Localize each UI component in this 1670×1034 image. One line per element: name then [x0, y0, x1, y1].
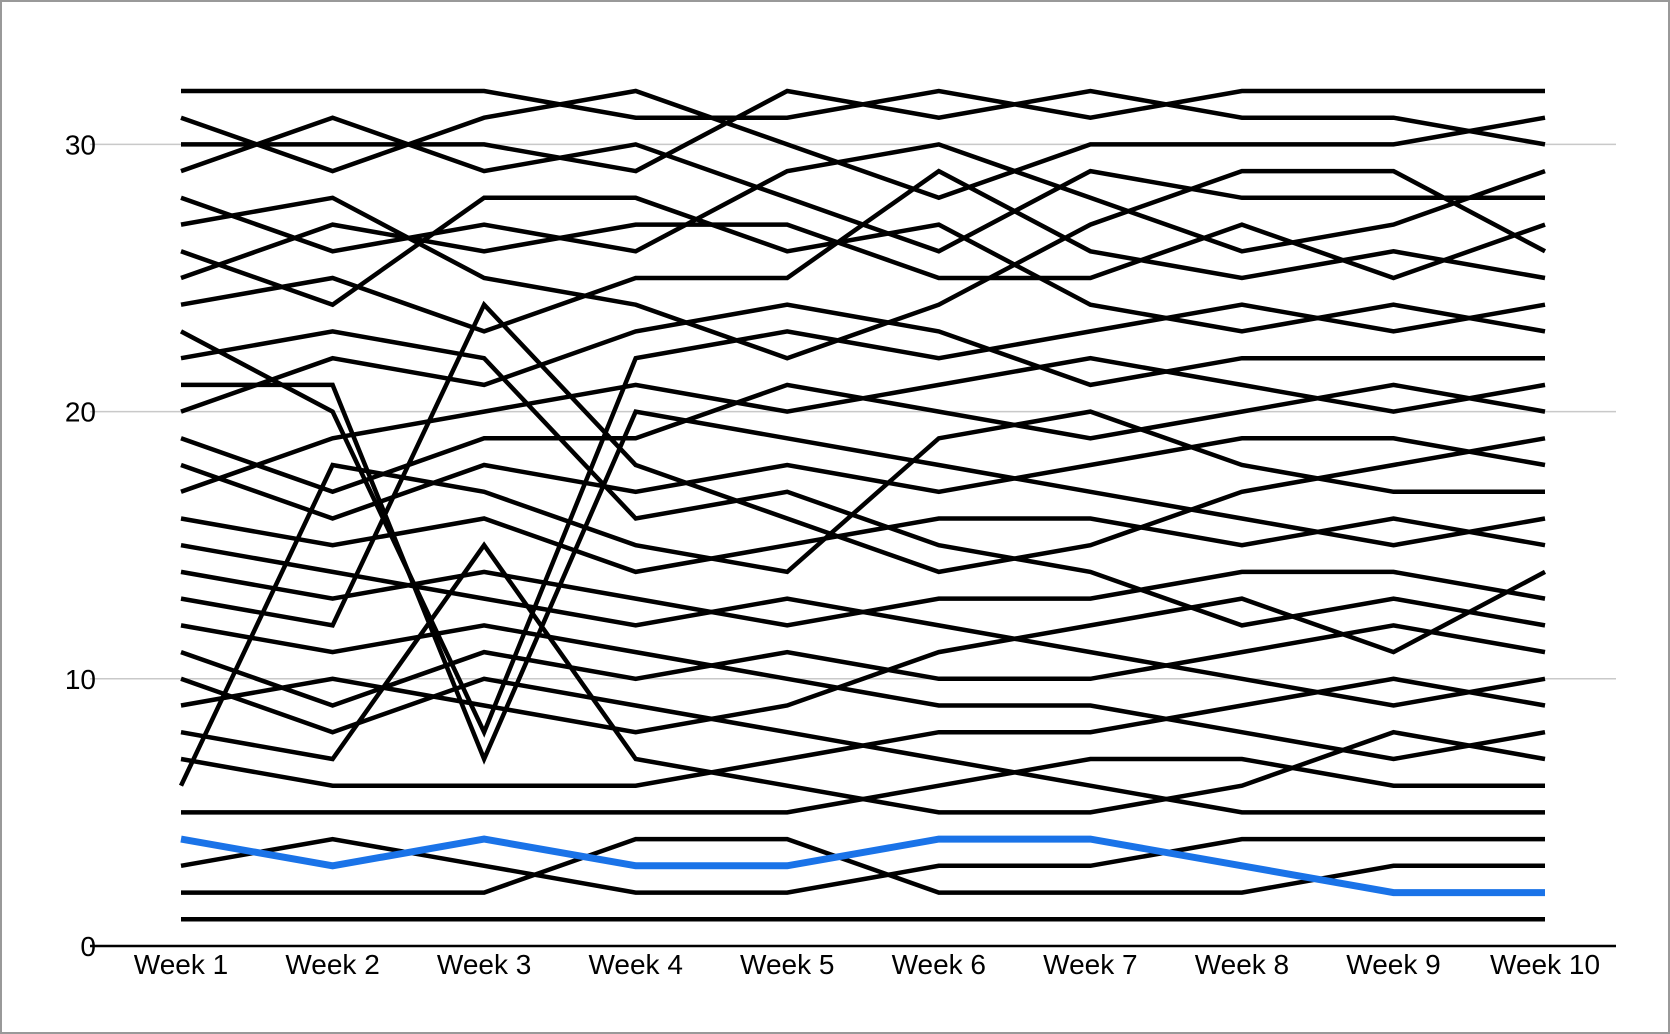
series-line-s17	[180, 516, 1546, 575]
x-tick-label-week-1: Week 1	[134, 949, 228, 980]
highlighted-series-line-s29	[180, 835, 1545, 897]
series-line-s8	[180, 222, 1546, 281]
series-line-s20	[180, 300, 1546, 628]
x-tick-label-week-4: Week 4	[588, 949, 682, 980]
y-tick-label-0: 0	[80, 931, 96, 962]
series-line-s13	[180, 302, 1545, 414]
x-tick-label-week-2: Week 2	[285, 949, 379, 980]
series-line-s22	[180, 623, 1546, 708]
series-line-s16	[180, 355, 1546, 494]
series-line-s27	[178, 409, 1545, 787]
series-line-s26	[180, 676, 1546, 788]
x-tick-label-week-6: Week 6	[892, 949, 986, 980]
series-line-s15	[180, 436, 1546, 521]
x-tick-label-week-10: Week 10	[1490, 949, 1600, 980]
y-tick-label-30: 30	[65, 129, 96, 160]
series-line-s28	[181, 756, 1545, 815]
x-tick-label-week-5: Week 5	[740, 949, 834, 980]
series-line-s11	[180, 329, 1546, 628]
series-line-s4	[180, 115, 1545, 254]
y-tick-label-20: 20	[65, 397, 96, 428]
series-line-s21	[180, 623, 1546, 762]
x-tick-label-week-7: Week 7	[1043, 949, 1137, 980]
x-tick-label-week-8: Week 8	[1195, 949, 1289, 980]
x-tick-label-week-3: Week 3	[437, 949, 531, 980]
y-tick-label-10: 10	[65, 664, 96, 695]
series-line-s24	[180, 569, 1547, 735]
series-line-s7	[180, 195, 1546, 334]
series-line-s19	[180, 569, 1546, 628]
series-line-s9	[180, 168, 1546, 334]
x-tick-label-week-9: Week 9	[1346, 949, 1440, 980]
